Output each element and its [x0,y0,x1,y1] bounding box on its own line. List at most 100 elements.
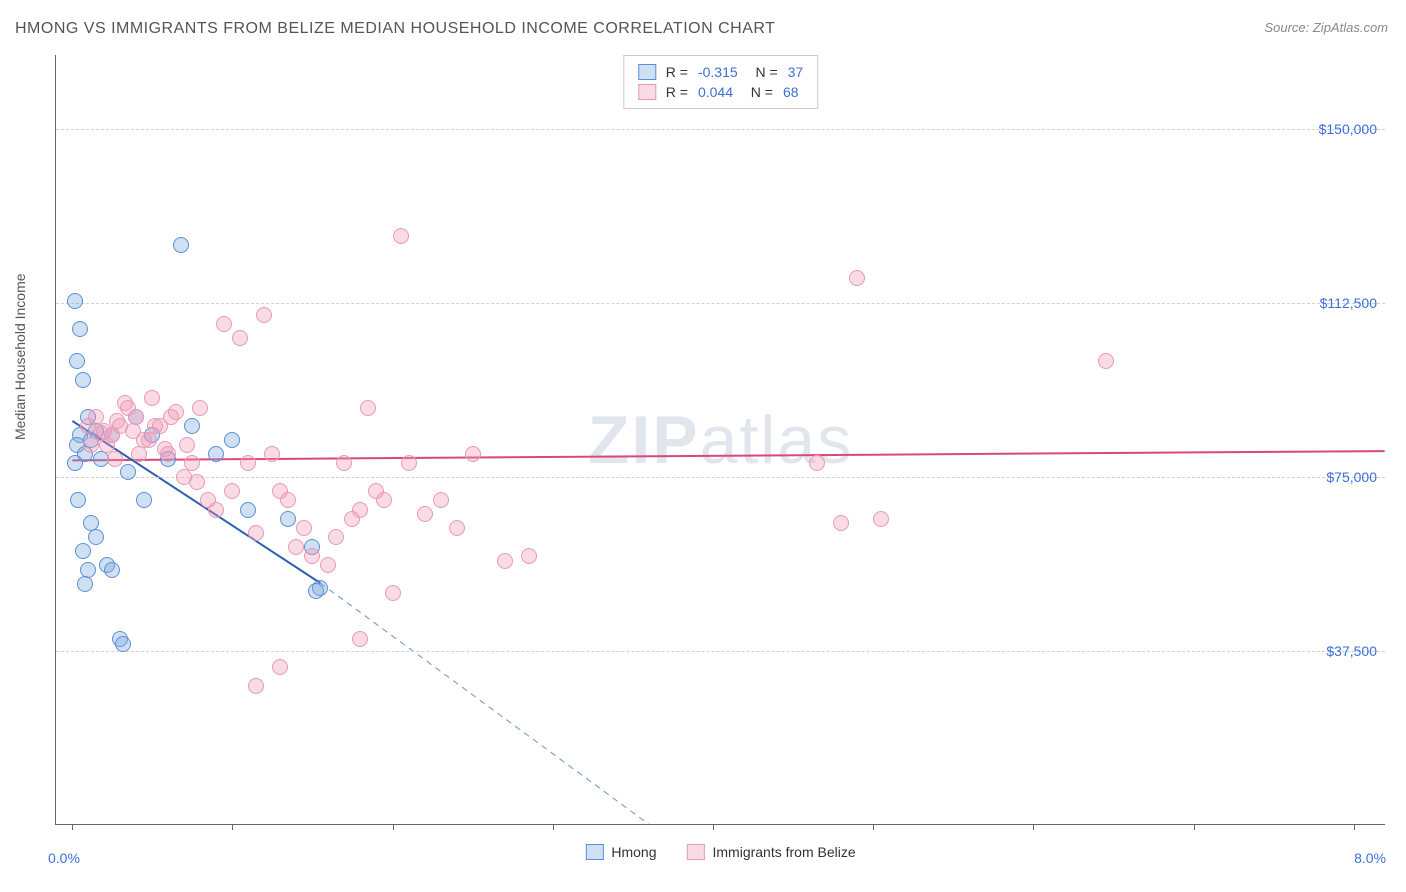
legend-label-belize: Immigrants from Belize [712,844,855,860]
point-hmong [115,636,131,652]
point-belize [336,455,352,471]
x-tick [1354,824,1355,830]
source-attribution: Source: ZipAtlas.com [1264,20,1388,35]
y-axis-label: Median Household Income [12,273,28,440]
point-belize [224,483,240,499]
point-hmong [70,492,86,508]
point-belize [417,506,433,522]
point-belize [179,437,195,453]
x-tick [553,824,554,830]
swatch-hmong [585,844,603,860]
point-belize [320,557,336,573]
point-belize [144,390,160,406]
point-belize [521,548,537,564]
r-label: R = [666,64,688,80]
r-value-belize: 0.044 [698,84,733,100]
gridline-h [56,477,1385,478]
point-hmong [173,237,189,253]
point-hmong [72,321,88,337]
point-belize [157,441,173,457]
watermark-suffix: atlas [700,402,854,478]
point-belize [465,446,481,462]
point-hmong [280,511,296,527]
point-belize [192,400,208,416]
point-hmong [69,353,85,369]
legend-row-belize: R = 0.044 N = 68 [638,82,803,102]
point-belize [809,455,825,471]
point-belize [256,307,272,323]
point-belize [360,400,376,416]
legend-item-hmong: Hmong [585,844,656,860]
swatch-hmong [638,64,656,80]
point-belize [232,330,248,346]
point-belize [352,502,368,518]
n-label: N = [743,84,773,100]
gridline-h [56,651,1385,652]
x-tick [72,824,73,830]
point-belize [248,525,264,541]
point-belize [385,585,401,601]
chart-title: HMONG VS IMMIGRANTS FROM BELIZE MEDIAN H… [15,20,775,38]
swatch-belize [638,84,656,100]
legend-row-hmong: R = -0.315 N = 37 [638,62,803,82]
legend-label-hmong: Hmong [611,844,656,860]
point-belize [873,511,889,527]
point-belize [296,520,312,536]
watermark-prefix: ZIP [588,402,700,478]
point-belize [352,631,368,647]
point-hmong [75,372,91,388]
point-belize [117,395,133,411]
point-belize [107,451,123,467]
point-hmong [67,455,83,471]
point-hmong [88,529,104,545]
point-belize [393,228,409,244]
point-belize [147,418,163,434]
n-value-belize: 68 [783,84,799,100]
point-hmong [120,464,136,480]
x-tick [1194,824,1195,830]
point-belize [264,446,280,462]
series-legend: Hmong Immigrants from Belize [585,844,855,860]
point-hmong [240,502,256,518]
point-belize [109,413,125,429]
gridline-h [56,303,1385,304]
regression-lines-layer [56,55,1385,824]
x-axis-max-label: 8.0% [1354,850,1386,866]
point-belize [833,515,849,531]
point-hmong [308,583,324,599]
point-belize [288,539,304,555]
point-hmong [184,418,200,434]
point-belize [497,553,513,569]
r-label: R = [666,84,688,100]
point-belize [1098,353,1114,369]
point-belize [849,270,865,286]
legend-item-belize: Immigrants from Belize [686,844,855,860]
y-tick-label: $75,000 [1326,469,1377,485]
point-hmong [104,562,120,578]
gridline-h [56,129,1385,130]
y-tick-label: $37,500 [1326,643,1377,659]
point-belize [401,455,417,471]
point-belize [141,432,157,448]
point-belize [248,678,264,694]
correlation-legend: R = -0.315 N = 37 R = 0.044 N = 68 [623,55,818,109]
point-belize [125,423,141,439]
scatter-plot-area: ZIPatlas R = -0.315 N = 37 R = 0.044 N =… [55,55,1385,825]
point-hmong [67,293,83,309]
point-belize [216,316,232,332]
point-hmong [208,446,224,462]
point-hmong [77,576,93,592]
r-value-hmong: -0.315 [698,64,738,80]
y-tick-label: $112,500 [1320,295,1377,311]
point-belize [240,455,256,471]
x-tick [873,824,874,830]
chart-container: HMONG VS IMMIGRANTS FROM BELIZE MEDIAN H… [0,0,1406,892]
point-belize [208,502,224,518]
swatch-belize [686,844,704,860]
point-hmong [224,432,240,448]
y-tick-label: $150,000 [1319,121,1377,137]
point-hmong [75,543,91,559]
point-belize [449,520,465,536]
x-tick [713,824,714,830]
point-belize [272,659,288,675]
